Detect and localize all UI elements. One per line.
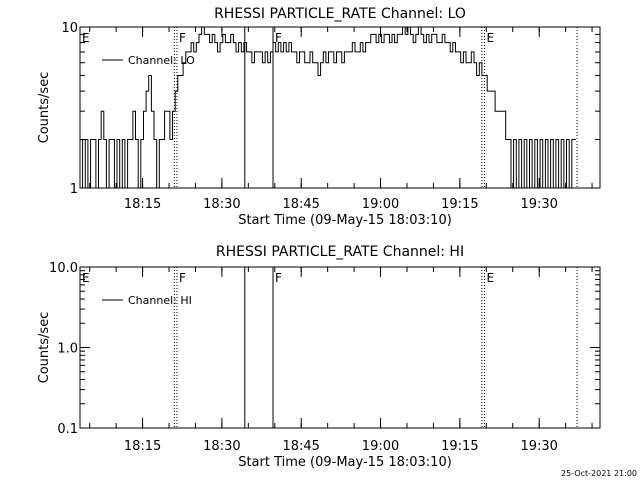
x-tick-label: 19:15 — [441, 197, 478, 212]
series-line — [80, 26, 576, 189]
y-tick-label: 10 — [61, 21, 78, 36]
x-axis-label: Start Time (09-May-15 18:03:10) — [238, 213, 452, 228]
legend-label: Channel: LO — [128, 54, 195, 67]
y-axis-label: Counts/sec — [37, 72, 52, 144]
footer-timestamp: 25-Oct-2021 21:00 — [561, 469, 637, 478]
y-tick-label: 1 — [70, 182, 78, 197]
chart-panel-1: RHESSI PARTICLE_RATE Channel: LO 1 10 Count… — [37, 6, 601, 228]
x-tick-label: 18:15 — [124, 439, 161, 454]
y-tick-label: 0.1 — [57, 422, 78, 437]
event-marker-label: E — [82, 271, 90, 285]
x-tick-label: 18:15 — [124, 197, 161, 212]
y-tick-label: 1.0 — [57, 342, 78, 357]
chart-title: RHESSI PARTICLE_RATE Channel: HI — [216, 244, 464, 260]
event-marker-label: E — [487, 31, 495, 45]
x-tick-label: 18:45 — [282, 439, 319, 454]
x-tick-label: 19:00 — [362, 439, 399, 454]
event-marker-label: F — [179, 271, 186, 285]
chart-panel-2: RHESSI PARTICLE_RATE Channel: HI 0.1 1.0 10… — [37, 244, 601, 470]
legend-label: Channel: HI — [128, 294, 192, 307]
x-tick-label: 18:30 — [203, 197, 240, 212]
y-axis-label: Counts/sec — [37, 312, 52, 384]
event-marker-label: F — [179, 31, 186, 45]
x-axis-label: Start Time (09-May-15 18:03:10) — [238, 455, 452, 470]
x-tick-label: 18:45 — [282, 197, 319, 212]
y-tick-label: 10.0 — [49, 261, 78, 276]
event-marker-label: E — [82, 31, 90, 45]
event-marker-label: F — [275, 31, 282, 45]
x-tick-label: 19:00 — [362, 197, 399, 212]
x-tick-label: 19:30 — [520, 197, 557, 212]
event-marker-label: E — [487, 271, 495, 285]
plot-frame — [79, 26, 601, 189]
chart-title: RHESSI PARTICLE_RATE Channel: LO — [214, 6, 466, 22]
x-tick-label: 18:30 — [203, 439, 240, 454]
x-tick-label: 19:15 — [441, 439, 478, 454]
x-tick-label: 19:30 — [520, 439, 557, 454]
event-marker-label: F — [275, 271, 282, 285]
